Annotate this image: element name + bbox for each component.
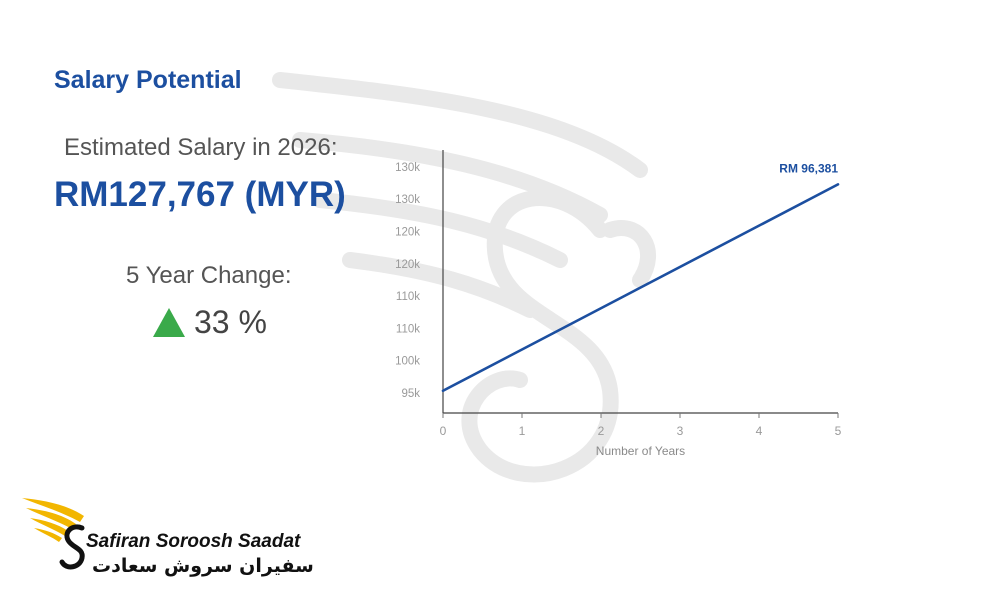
x-tick-label: 3: [677, 424, 684, 438]
x-tick-label: 4: [756, 424, 763, 438]
estimated-salary-value: RM127,767 (MYR): [54, 175, 346, 214]
line-end-annotation: RM 96,381: [779, 161, 838, 175]
five-year-change-value: 33 %: [194, 303, 267, 340]
salary-series-line: [441, 183, 840, 393]
y-tick-label: 120k: [395, 227, 420, 239]
y-tick-label: 130k: [395, 162, 420, 174]
x-tick-label: 0: [440, 424, 447, 438]
x-tick-label: 2: [598, 424, 605, 438]
y-tick-label: 100k: [395, 356, 420, 368]
five-year-change-label: 5 Year Change:: [126, 262, 292, 289]
triangle-up-icon: [153, 308, 185, 337]
y-tick-label: 110k: [396, 323, 420, 335]
y-tick-label: 120k: [395, 259, 420, 271]
x-tick-label: 1: [519, 424, 526, 438]
x-axis-title: Number of Years: [596, 444, 685, 458]
brand-name-english: Safiran Soroosh Saadat: [86, 531, 301, 552]
estimated-salary-label: Estimated Salary in 2026:: [64, 134, 338, 161]
y-tick-label: 130k: [395, 194, 420, 206]
brand-logo-icon: [22, 498, 85, 570]
y-tick-label: 110k: [396, 291, 420, 303]
page-title: Salary Potential: [54, 66, 242, 94]
brand-name-persian: سفیران سروش سعادت: [92, 555, 314, 577]
five-year-change: 33 %: [152, 302, 267, 342]
y-tick-label: 95k: [401, 388, 420, 400]
x-tick-label: 5: [835, 424, 842, 438]
